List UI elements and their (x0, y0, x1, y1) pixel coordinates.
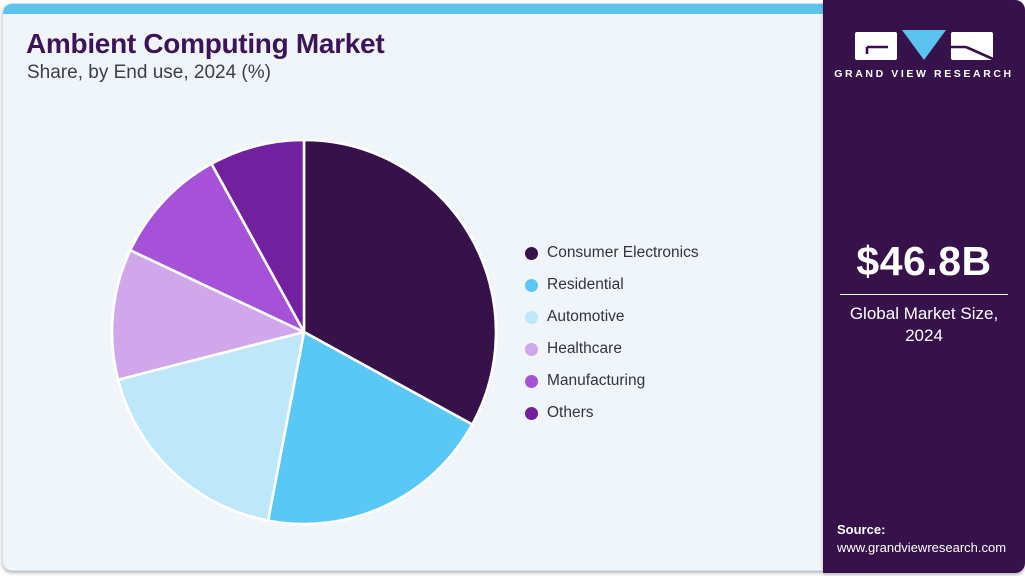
divider (840, 294, 1008, 295)
legend-label: Automotive (547, 308, 625, 325)
legend-swatch (525, 278, 538, 292)
source-label: Source: (837, 522, 886, 537)
pie-slice-consumer-electronics (302, 138, 498, 426)
legend-item-manufacturing: Manufacturing (525, 365, 699, 397)
page-subtitle: Share, by End use, 2024 (%) (27, 62, 271, 83)
page-title: Ambient Computing Market (26, 28, 385, 59)
gvr-logo-icon (855, 30, 994, 61)
pie-slice-residential (266, 330, 474, 526)
pie-slice-healthcare (110, 248, 306, 382)
legend-item-residential: Residential (525, 269, 699, 301)
brand-logo: GRAND VIEW RESEARCH (823, 28, 1025, 80)
legend-swatch (525, 374, 538, 388)
market-size-value: $46.8B (856, 238, 992, 284)
legend-item-healthcare: Healthcare (525, 333, 699, 365)
source-block: Source: www.grandviewresearch.com (837, 522, 1006, 555)
legend-swatch (525, 342, 538, 356)
legend-label: Residential (547, 276, 624, 293)
market-size-block: $46.8B Global Market Size, 2024 (823, 238, 1025, 347)
brand-logo-text: GRAND VIEW RESEARCH (834, 68, 1014, 80)
logo-v-triangle (902, 30, 946, 60)
legend-swatch (525, 310, 538, 324)
pie-slice-automotive (116, 330, 306, 522)
legend-label: Manufacturing (547, 372, 646, 389)
source-url: www.grandviewresearch.com (837, 540, 1007, 555)
sidebar: GRAND VIEW RESEARCH $46.8B Global Market… (823, 0, 1025, 573)
legend-label: Healthcare (547, 340, 622, 357)
legend-item-consumer-electronics: Consumer Electronics (525, 237, 699, 269)
legend-swatch (525, 406, 538, 420)
legend-swatch (525, 246, 538, 260)
top-accent-bar (3, 4, 823, 14)
market-size-label: Global Market Size, 2024 (849, 304, 999, 345)
chart-card: Ambient Computing Market Share, by End u… (2, 3, 823, 571)
pie-slice-manufacturing (128, 162, 306, 334)
legend-item-others: Others (525, 397, 699, 429)
legend-label: Consumer Electronics (547, 244, 699, 261)
pie-chart-svg (110, 138, 498, 526)
legend-item-automotive: Automotive (525, 301, 699, 333)
pie-chart (109, 137, 499, 527)
pie-slice-others (210, 138, 306, 334)
legend: Consumer Electronics Residential Automotiv… (525, 237, 699, 429)
legend-label: Others (547, 404, 594, 421)
